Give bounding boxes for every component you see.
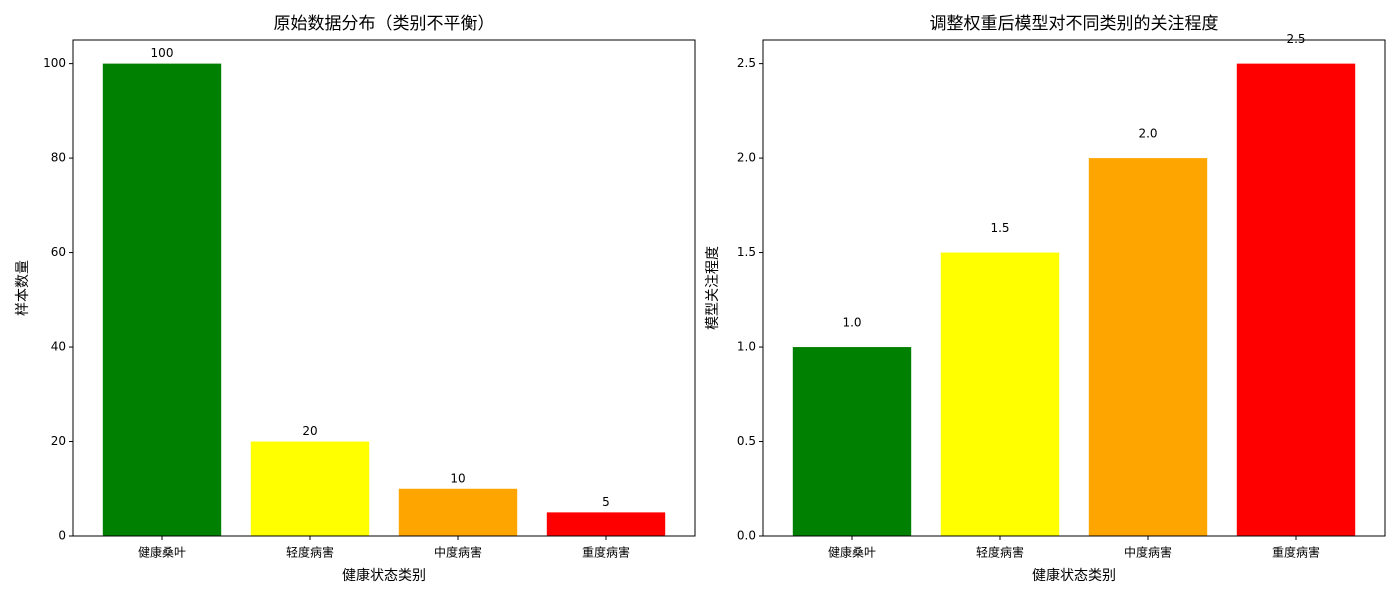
value-label: 2.5 (1286, 32, 1305, 46)
plot-frame (762, 39, 1386, 537)
y-tick-label: 60 (51, 245, 66, 259)
value-label: 10 (450, 471, 465, 485)
x-tick-label: 中度病害 (434, 545, 482, 560)
y-tick-label: 0 (58, 529, 66, 543)
y-tick-label: 1.0 (737, 340, 756, 354)
y-axis-label: 样本数量 (15, 260, 31, 316)
bar (792, 347, 912, 536)
value-label: 5 (602, 495, 610, 509)
chart-title: 原始数据分布（类别不平衡） (274, 14, 495, 34)
chart-title: 调整权重后模型对不同类别的关注程度 (930, 14, 1219, 34)
value-label: 20 (302, 424, 317, 438)
bar (1088, 158, 1208, 536)
y-tick-label: 2.0 (737, 151, 756, 165)
x-tick-label: 健康桑叶 (828, 545, 876, 560)
x-tick-label: 重度病害 (1272, 545, 1320, 560)
value-label: 2.0 (1138, 127, 1157, 141)
y-axis-label: 模型关注程度 (705, 246, 721, 330)
y-tick-label: 0.0 (737, 529, 756, 543)
bar (940, 252, 1060, 537)
x-tick-label: 轻度病害 (286, 545, 334, 560)
plot-frame (72, 39, 696, 537)
x-tick-label: 健康桑叶 (138, 545, 186, 560)
x-tick-label: 中度病害 (1124, 545, 1172, 560)
value-label: 1.0 (842, 316, 861, 330)
value-label: 100 (151, 46, 174, 60)
bar (398, 488, 518, 536)
x-axis-label: 健康状态类别 (1032, 567, 1116, 584)
bar (1236, 63, 1356, 536)
y-tick-label: 20 (51, 434, 66, 448)
y-tick-label: 2.5 (737, 56, 756, 70)
x-tick-label: 重度病害 (582, 545, 630, 560)
value-label: 1.5 (990, 221, 1009, 235)
bar (250, 441, 370, 536)
y-tick-label: 0.5 (737, 434, 756, 448)
bar (102, 63, 222, 536)
y-tick-label: 100 (43, 56, 66, 70)
x-tick-label: 轻度病害 (976, 545, 1024, 560)
y-tick-label: 1.5 (737, 245, 756, 259)
y-tick-label: 40 (51, 340, 66, 354)
y-tick-label: 80 (51, 151, 66, 165)
x-axis-label: 健康状态类别 (342, 567, 426, 584)
bar (546, 512, 666, 536)
